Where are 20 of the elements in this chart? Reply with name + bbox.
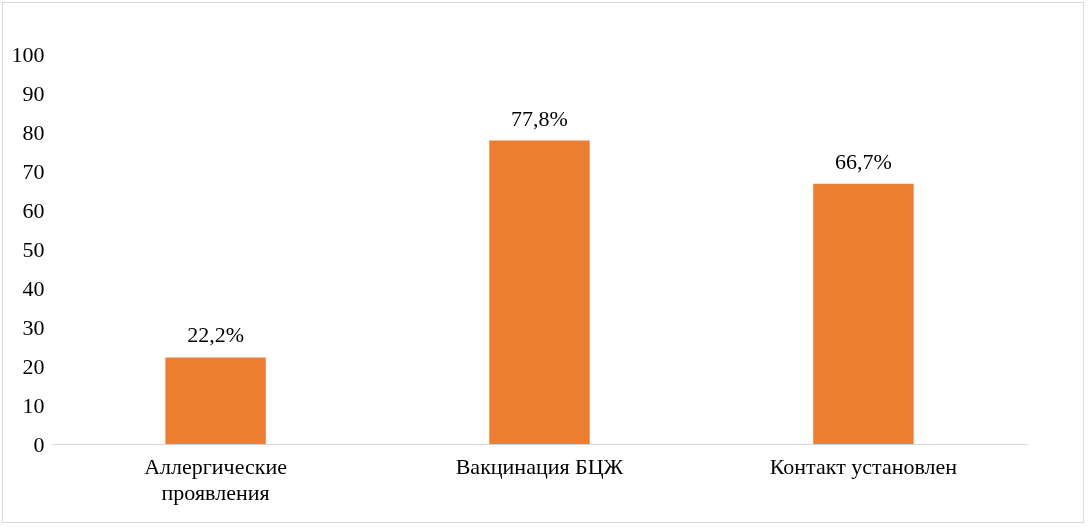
bar [165, 357, 266, 444]
y-tick-label: 80 [22, 119, 45, 145]
x-tick-label: Аллергические проявления [144, 453, 287, 505]
y-tick-label: 10 [22, 392, 45, 418]
y-tick-label: 30 [22, 314, 45, 340]
x-tick-label: Контакт установлен [769, 453, 958, 479]
bar [813, 183, 914, 444]
y-tick-label: 100 [11, 41, 45, 67]
y-tick-label: 0 [33, 431, 45, 457]
y-tick-label: 90 [22, 80, 45, 106]
y-tick-label: 60 [22, 197, 45, 223]
y-tick-label: 40 [22, 275, 45, 301]
y-tick-label: 70 [22, 158, 45, 184]
data-label: 66,7% [835, 148, 892, 174]
data-label: 77,8% [511, 105, 568, 131]
y-tick-label: 20 [22, 353, 45, 379]
data-label: 22,2% [187, 322, 244, 348]
bar [489, 140, 590, 444]
x-tick-label: Вакцинация БЦЖ [455, 453, 624, 479]
y-tick-label: 50 [22, 236, 45, 262]
